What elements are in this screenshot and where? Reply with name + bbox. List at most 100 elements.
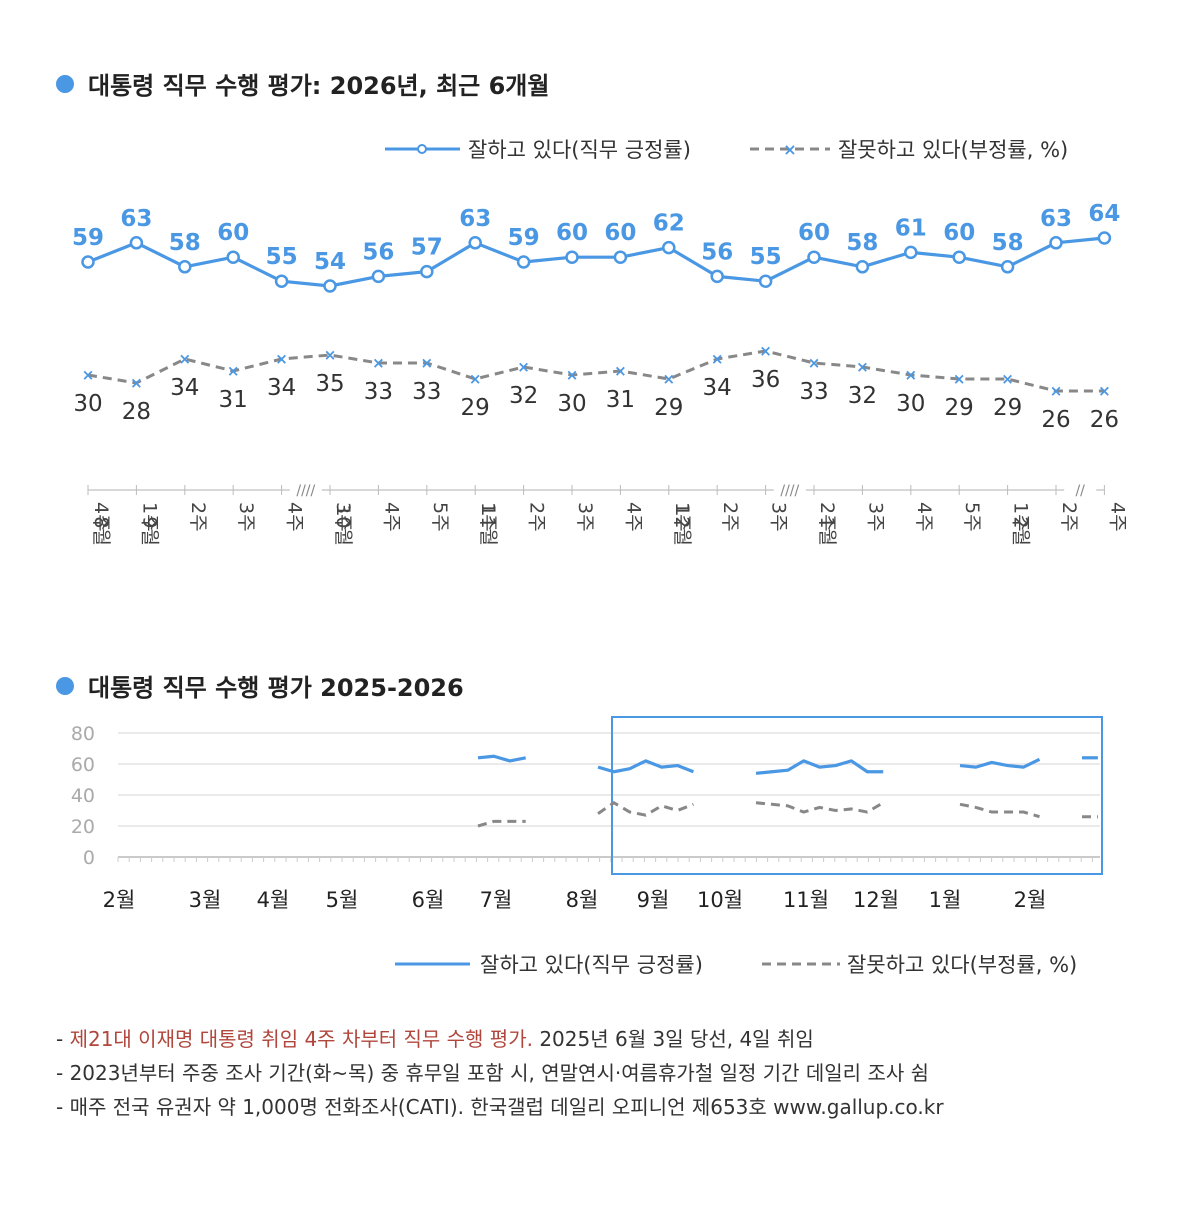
approve-data-label: 54 (314, 249, 346, 275)
month-label: 3월 (189, 888, 222, 912)
axis-break-gap (1064, 482, 1097, 498)
approve-data-label: 55 (266, 244, 298, 270)
approve-data-label: 63 (120, 206, 152, 232)
week-tick-label: 3주 (574, 502, 596, 532)
week-tick-label: 3주 (235, 502, 257, 532)
week-tick-label: 2주 (1058, 502, 1080, 532)
month-label: 5월 (326, 888, 359, 912)
y-tick-label: 80 (71, 723, 95, 745)
y-tick-label: 20 (71, 816, 95, 838)
approve-data-label: 58 (169, 230, 201, 256)
approve-point (613, 250, 628, 264)
disapprove-data-label: 29 (993, 395, 1022, 421)
month-tick-label: 8월 (90, 516, 112, 546)
y-tick-label: 0 (83, 847, 95, 869)
note-2-text: 2023년부터 주중 조사 기간(화~목) 중 휴무일 포함 시, 연말연시·여… (69, 1061, 930, 1085)
month-tick-label: 2월 (1010, 516, 1032, 546)
disapprove-data-label: 26 (1041, 407, 1070, 433)
approve-data-label: 59 (508, 225, 540, 251)
disapprove-data-label: 34 (170, 375, 199, 401)
approve-point (758, 274, 773, 288)
approve-data-label: 63 (1040, 206, 1072, 232)
approve-point (1000, 260, 1015, 274)
approve-data-label: 56 (701, 239, 733, 265)
approve-point (420, 264, 434, 279)
axis-break-mark: //// (780, 483, 799, 499)
disapprove-data-label: 28 (122, 399, 151, 425)
week-tick-label: 5주 (429, 502, 451, 532)
legend-disapprove-label: 잘못하고 있다(부정률, %) (838, 138, 1068, 162)
week-tick-label: 5주 (961, 502, 983, 532)
disapprove-segment-line (597, 800, 694, 817)
disapprove-point: × (614, 362, 627, 380)
chart2-title-text: 대통령 직무 수행 평가 2025-2026 (88, 674, 464, 702)
week-tick-label: 1주 (477, 502, 499, 532)
month-label: 8월 (566, 888, 599, 912)
approve-point (468, 236, 482, 250)
month-tick-label: 12월 (671, 504, 693, 546)
approve-data-label: 60 (217, 220, 249, 246)
approve-data-label: 60 (604, 220, 636, 246)
disapprove-point: × (421, 354, 434, 372)
week-tick-label: 4주 (284, 502, 306, 532)
disapprove-point: × (856, 358, 869, 376)
disapprove-data-label: 34 (703, 375, 732, 401)
disapprove-point: × (759, 342, 772, 360)
footnotes: - 제21대 이재명 대통령 취임 4주 차부터 직무 수행 평가. 2025년… (56, 1022, 944, 1124)
disapprove-data-label: 31 (606, 387, 635, 413)
legend-approve-marker (417, 144, 427, 154)
note-1-highlight: 제21대 이재명 대통령 취임 4주 차부터 직무 수행 평가. (69, 1027, 533, 1051)
approve-point (274, 274, 289, 288)
disapprove-data-label: 33 (364, 379, 393, 405)
approve-point (323, 279, 337, 293)
approve-point (81, 255, 95, 269)
axis-break-mark: //// (296, 483, 315, 499)
approve-point (371, 269, 386, 284)
month-label: 4월 (257, 888, 290, 912)
disapprove-data-label: 29 (654, 395, 683, 421)
recent-6-months-frame (611, 716, 1103, 875)
note-2: - 2023년부터 주중 조사 기간(화~목) 중 휴무일 포함 시, 연말연시… (56, 1061, 930, 1085)
disapprove-point: × (130, 374, 143, 392)
legend-approve-label: 잘하고 있다(직무 긍정률) (468, 138, 691, 162)
approve-point (662, 240, 676, 255)
approve-data-label: 60 (556, 220, 588, 246)
disapprove-data-label: 30 (557, 391, 586, 417)
disapprove-point: × (469, 370, 482, 388)
week-tick-label: 4주 (380, 502, 402, 532)
legend2-approve-label: 잘하고 있다(직무 긍정률) (480, 953, 703, 977)
week-tick-label: 2주 (187, 502, 209, 532)
month-label: 10월 (697, 888, 743, 912)
disapprove-point: × (905, 366, 918, 384)
y-tick-label: 40 (71, 785, 95, 807)
approve-segment-line (755, 759, 884, 775)
approve-data-label: 58 (992, 230, 1024, 256)
approve-point (710, 269, 724, 284)
approve-point (1097, 231, 1112, 245)
disapprove-data-label: 35 (315, 371, 344, 397)
month-label: 6월 (412, 888, 445, 912)
approve-point (807, 250, 821, 264)
disapprove-segment-line (477, 819, 526, 828)
week-tick-label: 3주 (864, 502, 886, 532)
disapprove-point: × (711, 350, 724, 368)
approve-series-line (87, 236, 1105, 288)
bullet-dot-icon (56, 676, 74, 695)
week-tick-label: 2주 (526, 502, 548, 532)
chart1-title-text: 대통령 직무 수행 평가: 2026년, 최근 6개월 (88, 72, 550, 100)
month-label: 11월 (783, 888, 829, 912)
disapprove-point: × (566, 366, 579, 384)
approve-data-label: 58 (846, 230, 878, 256)
approve-data-label: 56 (362, 239, 394, 265)
week-tick-label: 1주 (671, 502, 693, 532)
note-1: - 제21대 이재명 대통령 취임 4주 차부터 직무 수행 평가. 2025년… (56, 1027, 814, 1051)
disapprove-point: × (953, 370, 966, 388)
approve-point (904, 245, 918, 260)
week-tick-label: 4주 (1106, 502, 1128, 532)
approve-point (1049, 236, 1063, 250)
approve-data-label: 60 (943, 220, 975, 246)
y-tick-label: 60 (71, 754, 95, 776)
disapprove-point: × (179, 350, 192, 368)
approve-data-label: 61 (895, 215, 927, 241)
approve-data-label: 63 (459, 206, 491, 232)
